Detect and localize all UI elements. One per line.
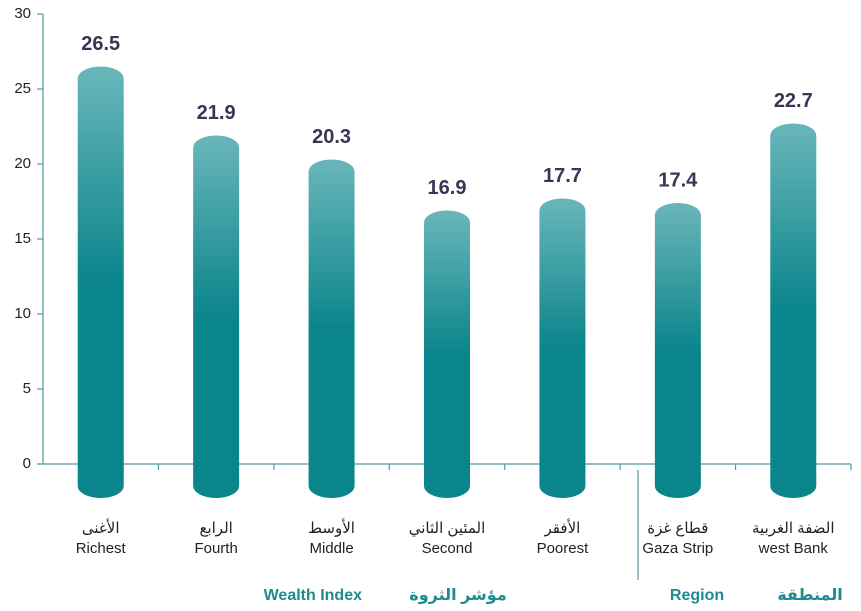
value-label: 21.9	[197, 102, 236, 124]
y-tick-label: 25	[14, 80, 31, 97]
bar	[193, 135, 240, 498]
value-label: 22.7	[774, 90, 813, 112]
y-tick-label: 5	[23, 380, 31, 397]
x-tick-label: Fourth	[194, 540, 237, 557]
y-tick-label: 20	[14, 155, 31, 172]
x-tick-label: Gaza Strip	[642, 540, 713, 557]
bar	[654, 203, 701, 498]
value-label: 17.7	[543, 165, 582, 187]
x-tick-label: الضفة الغربية	[752, 520, 835, 537]
x-tick-label: الأفقر	[544, 518, 581, 537]
y-tick-label: 15	[14, 230, 31, 247]
bar	[539, 198, 586, 498]
bar	[424, 210, 470, 498]
value-label: 20.3	[312, 126, 351, 148]
x-tick-label: قطاع غزة	[647, 520, 708, 537]
bar	[77, 66, 124, 498]
y-tick-label: 10	[14, 305, 31, 322]
group-label: مؤشر الثروة	[409, 587, 506, 604]
group-label: المنطقة	[777, 587, 843, 604]
group-label: Region	[670, 587, 724, 604]
group-label: Wealth Index	[264, 587, 362, 604]
value-label: 26.5	[81, 33, 120, 55]
x-tick-label: west Bank	[758, 540, 829, 557]
x-tick-label: Richest	[76, 540, 127, 557]
bar	[308, 159, 355, 498]
value-label: 17.4	[658, 169, 698, 191]
y-tick-label: 0	[23, 455, 31, 472]
value-label: 16.9	[428, 177, 467, 199]
x-tick-label: Middle	[309, 540, 353, 557]
x-tick-label: المئين الثاني	[409, 520, 486, 538]
x-tick-label: Poorest	[537, 540, 590, 557]
x-tick-label: Second	[422, 540, 473, 557]
y-tick-label: 30	[14, 5, 31, 22]
x-tick-label: الأغنى	[82, 518, 120, 537]
bar	[770, 123, 817, 498]
x-tick-label: الرابع	[199, 520, 232, 537]
x-tick-label: الأوسط	[308, 518, 355, 537]
